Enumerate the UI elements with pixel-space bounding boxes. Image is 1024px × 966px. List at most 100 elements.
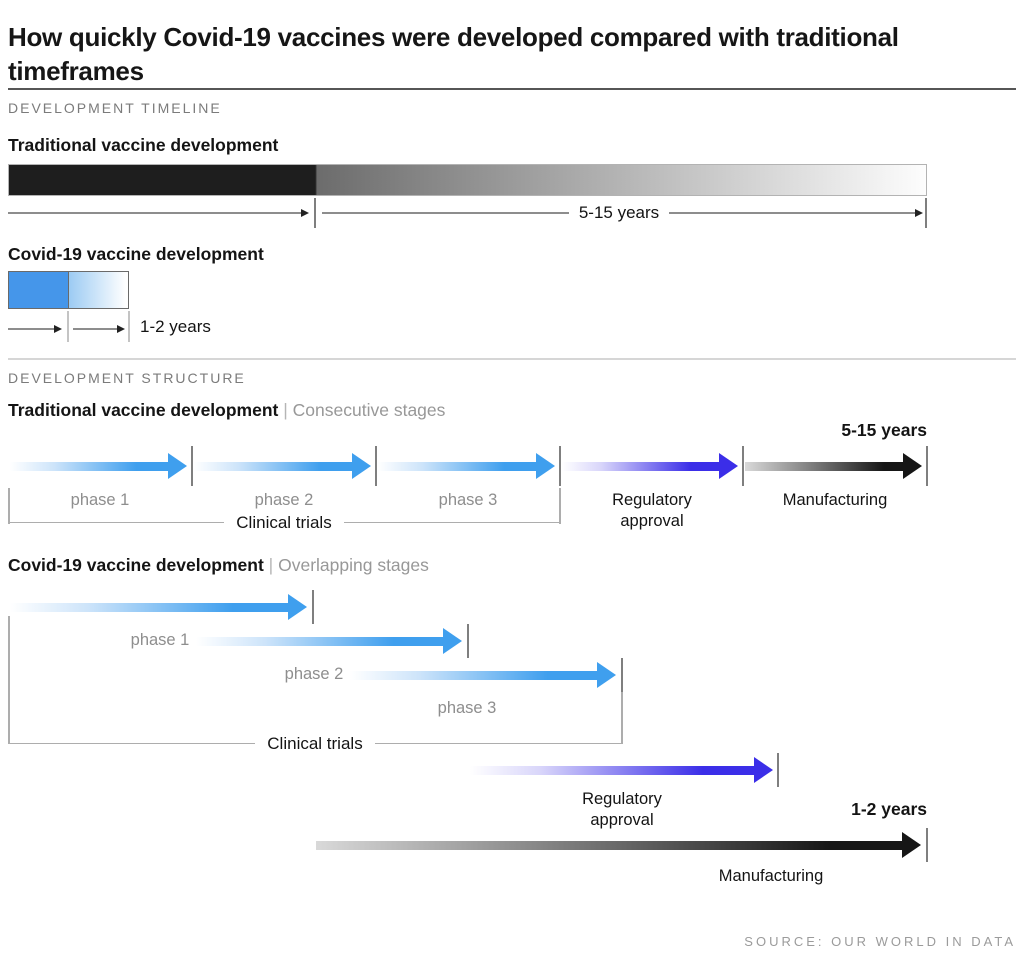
covid-phase-3-tick	[621, 658, 623, 692]
covid-manufacturing-tick	[926, 828, 928, 862]
trad-bracket-right-line	[559, 488, 561, 524]
arrowhead-icon	[301, 209, 309, 217]
covid-phase-2-tick	[467, 624, 469, 658]
arrow-line	[669, 212, 917, 214]
arrowhead-icon	[54, 325, 62, 333]
covid-clinical-trials-label: Clinical trials	[255, 735, 375, 753]
covid-span-arrow-2	[73, 323, 125, 335]
arrowhead-icon	[288, 594, 307, 620]
covid-phase-2-arrow	[196, 628, 462, 654]
covid-bar-end-tick	[128, 311, 130, 342]
arrowhead-icon	[719, 453, 738, 479]
heading-text: Covid-19 vaccine development	[8, 555, 264, 575]
arrow-shaft	[470, 765, 754, 775]
arrowhead-icon	[117, 325, 125, 333]
trad-clinical-trials-label: Clinical trials	[224, 514, 344, 532]
arrowhead-icon	[443, 628, 462, 654]
covid-duration-label: 1-2 years	[140, 317, 211, 336]
traditional-preclinical-span-arrow	[8, 207, 309, 219]
traditional-bar-split-tick	[314, 198, 316, 228]
heading-subtitle: Consecutive stages	[292, 400, 446, 420]
trad-regulatory-label: Regulatory approval	[612, 491, 692, 531]
trad-bracket-left-line	[8, 488, 10, 524]
trad-phase-2-label: phase 2	[254, 491, 314, 509]
traditional-timeline-heading: Traditional vaccine development	[8, 135, 279, 155]
traditional-duration-span-arrow: 5-15 years	[322, 203, 924, 222]
covid-regulatory-label: Regulatory approval	[582, 790, 662, 830]
covid-structure-heading: Covid-19 vaccine development | Overlappi…	[8, 555, 429, 576]
section-heading-development-structure: DEVELOPMENT STRUCTURE	[8, 370, 246, 386]
arrowhead-icon	[902, 832, 921, 858]
arrow-shaft	[10, 602, 288, 612]
traditional-bar-end-tick	[925, 198, 927, 228]
covid-bar-split-tick	[67, 311, 69, 342]
arrow-line	[8, 328, 55, 330]
arrow-line	[8, 212, 302, 214]
trad-phase-1-label: phase 1	[70, 491, 130, 509]
trad-stage-tick-4	[742, 446, 744, 486]
covid-phase-3-label: phase 3	[437, 699, 497, 717]
trad-stage-tick-3	[559, 446, 561, 486]
covid-regulatory-arrow	[470, 757, 773, 783]
trad-regulatory-arrow	[562, 453, 738, 479]
covid-bar-fade-segment	[69, 272, 128, 308]
trad-clinical-trials-bracket: Clinical trials	[8, 505, 560, 532]
covid-structure-duration: 1-2 years	[851, 799, 927, 819]
arrow-shaft	[745, 461, 903, 471]
section-heading-development-timeline: DEVELOPMENT TIMELINE	[8, 100, 222, 116]
covid-manufacturing-arrow	[316, 832, 921, 858]
covid-bracket-left-line	[8, 616, 10, 744]
trad-phase-3-label: phase 3	[438, 491, 498, 509]
arrow-shaft	[378, 461, 536, 471]
page-title: How quickly Covid-19 vaccines were devel…	[8, 22, 899, 87]
traditional-structure-heading: Traditional vaccine development | Consec…	[8, 400, 445, 421]
trad-phase-3-arrow	[378, 453, 555, 479]
traditional-duration-bar	[8, 164, 927, 196]
covid-duration-bar	[8, 271, 129, 309]
covid-timeline-heading: Covid-19 vaccine development	[8, 244, 264, 264]
middle-divider	[8, 358, 1016, 360]
arrowhead-icon	[915, 209, 924, 217]
arrow-shaft	[196, 636, 443, 646]
covid-bracket-right-line	[621, 692, 623, 744]
trad-phase-1-arrow	[10, 453, 187, 479]
trad-stage-tick-5	[926, 446, 928, 486]
covid-regulatory-tick	[777, 753, 779, 787]
source-credit: SOURCE: OUR WORLD IN DATA	[744, 934, 1016, 949]
covid-phase-1-tick	[312, 590, 314, 624]
heading-text: Traditional vaccine development	[8, 400, 279, 420]
arrowhead-icon	[597, 662, 616, 688]
top-divider	[8, 88, 1016, 90]
arrow-shaft	[316, 840, 902, 850]
trad-manufacturing-label: Manufacturing	[782, 491, 888, 509]
traditional-duration-label: 5-15 years	[578, 203, 660, 222]
trad-phase-2-arrow	[194, 453, 371, 479]
arrowhead-icon	[536, 453, 555, 479]
covid-phase-2-label: phase 2	[284, 665, 344, 683]
heading-subtitle: Overlapping stages	[278, 555, 429, 575]
arrow-shaft	[350, 670, 597, 680]
traditional-structure-duration: 5-15 years	[841, 420, 927, 440]
covid-clinical-trials-bracket: Clinical trials	[8, 726, 622, 753]
trad-stage-tick-1	[191, 446, 193, 486]
trad-manufacturing-arrow	[745, 453, 922, 479]
arrow-shaft	[562, 461, 719, 471]
arrow-shaft	[10, 461, 168, 471]
covid-span-arrow-1	[8, 323, 62, 335]
arrow-line	[322, 212, 569, 214]
arrowhead-icon	[352, 453, 371, 479]
arrow-shaft	[194, 461, 352, 471]
covid-phase-1-label: phase 1	[130, 631, 190, 649]
arrow-line	[73, 328, 118, 330]
arrowhead-icon	[168, 453, 187, 479]
trad-stage-tick-2	[375, 446, 377, 486]
covid-manufacturing-label: Manufacturing	[718, 867, 824, 885]
covid-phase-3-arrow	[350, 662, 616, 688]
arrowhead-icon	[903, 453, 922, 479]
covid-bar-solid-segment	[9, 272, 69, 308]
arrowhead-icon	[754, 757, 773, 783]
heading-pipe: |	[283, 400, 288, 420]
covid-phase-1-arrow	[10, 594, 307, 620]
heading-pipe: |	[268, 555, 274, 575]
